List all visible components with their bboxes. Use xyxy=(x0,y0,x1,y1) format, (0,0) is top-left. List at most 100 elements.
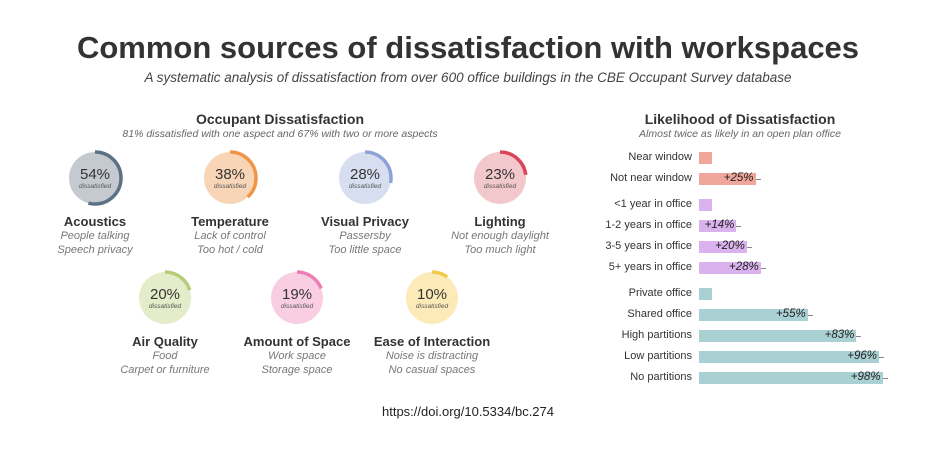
donut: 10% dissatisfied xyxy=(404,270,460,326)
bar-category-label: Low partitions xyxy=(624,350,692,362)
bar-category-label: Private office xyxy=(628,287,692,299)
error-bar xyxy=(746,247,752,248)
category-detail: Too much light xyxy=(464,244,536,256)
donut-value: 54% xyxy=(80,166,110,183)
donut-arc xyxy=(269,270,325,326)
bar-value-label: +25% xyxy=(723,172,754,184)
bar-category-label: 3-5 years in office xyxy=(605,240,692,252)
bar xyxy=(699,330,857,342)
donut: 28% dissatisfied xyxy=(337,150,393,206)
category-detail: Lack of control xyxy=(194,230,266,242)
donut-background xyxy=(69,152,121,204)
category-detail: Carpet or furniture xyxy=(120,364,210,376)
donut-value: 28% xyxy=(350,166,380,183)
bar-value-label: +14% xyxy=(704,219,735,231)
donut-item: 19% dissatisfied Amount of Space Work sp… xyxy=(227,268,367,377)
donut: 54% dissatisfied xyxy=(67,150,123,206)
donut-arc xyxy=(67,150,123,206)
bar-value-label: +28% xyxy=(728,261,759,273)
bar xyxy=(699,199,712,211)
donut-background xyxy=(474,152,526,204)
category-name: Visual Privacy xyxy=(321,214,409,229)
likelihood-subtitle: Almost twice as likely in an open plan o… xyxy=(639,128,841,140)
donut-suffix: dissatisfied xyxy=(281,303,314,310)
bar-category-label: Not near window xyxy=(610,172,692,184)
donut: 19% dissatisfied xyxy=(269,270,325,326)
category-detail: Speech privacy xyxy=(57,244,133,256)
donut-suffix: dissatisfied xyxy=(214,183,247,190)
error-bar xyxy=(755,179,761,180)
category-name: Acoustics xyxy=(63,214,127,229)
category-name: Temperature xyxy=(191,214,269,229)
category-detail: Too hot / cold xyxy=(197,244,263,256)
bar xyxy=(699,309,808,321)
donut-background xyxy=(204,152,256,204)
donut-background xyxy=(406,272,458,324)
donut-background xyxy=(271,272,323,324)
bar-category-label: High partitions xyxy=(621,329,692,341)
likelihood-title: Likelihood of Dissatisfaction xyxy=(644,111,836,127)
donut-arc xyxy=(404,270,460,326)
category-detail: Food xyxy=(152,350,178,362)
donut-arc xyxy=(202,150,258,206)
category-name: Lighting xyxy=(474,214,526,229)
bar-category-label: Shared office xyxy=(627,308,692,320)
category-name: Ease of Interaction xyxy=(373,334,491,349)
page-subtitle: A systematic analysis of dissatisfaction… xyxy=(144,70,792,85)
error-bar xyxy=(879,357,885,358)
donut-background xyxy=(339,152,391,204)
bar-value-label: +96% xyxy=(847,350,878,362)
page-title: Common sources of dissatisfaction with w… xyxy=(76,30,860,65)
category-detail: People talking xyxy=(60,230,130,242)
category-detail: Passersby xyxy=(339,230,391,242)
donut-suffix: dissatisfied xyxy=(349,183,382,190)
bar xyxy=(699,262,761,274)
donut-arc xyxy=(472,150,528,206)
category-detail: Noise is distracting xyxy=(385,350,479,362)
donut-value: 38% xyxy=(215,166,245,183)
donut-item: 28% dissatisfied Visual Privacy Passersb… xyxy=(295,148,435,257)
bar-value-label: +83% xyxy=(824,329,855,341)
donut-item: 54% dissatisfied Acoustics People talkin… xyxy=(25,148,165,257)
donut-suffix: dissatisfied xyxy=(149,303,182,310)
donut-background xyxy=(139,272,191,324)
donut-item: 20% dissatisfied Air Quality Food Carpet… xyxy=(95,268,235,377)
category-detail: Too little space xyxy=(328,244,402,256)
category-detail: No casual spaces xyxy=(388,364,476,376)
donut-suffix: dissatisfied xyxy=(484,183,517,190)
donut-suffix: dissatisfied xyxy=(416,303,449,310)
bar-category-label: <1 year in office xyxy=(614,198,692,210)
donut-item: 23% dissatisfied Lighting Not enough day… xyxy=(430,148,570,257)
bar-category-label: Near window xyxy=(628,151,692,163)
doi-link[interactable]: https://doi.org/10.5334/bc.274 xyxy=(381,404,554,419)
donut-item: 38% dissatisfied Temperature Lack of con… xyxy=(160,148,300,257)
donut-value: 19% xyxy=(282,286,312,303)
bar xyxy=(699,351,880,363)
category-detail: Not enough daylight xyxy=(451,230,549,242)
error-bar xyxy=(807,315,813,316)
donut-arc xyxy=(337,150,393,206)
donut-value: 20% xyxy=(150,286,180,303)
category-detail: Storage space xyxy=(261,364,333,376)
category-name: Air Quality xyxy=(132,334,198,349)
bar xyxy=(699,173,756,185)
donut-value: 10% xyxy=(417,286,447,303)
donut: 38% dissatisfied xyxy=(202,150,258,206)
bar xyxy=(699,372,883,384)
occupant-subtitle: 81% dissatisfied with one aspect and 67%… xyxy=(122,128,438,140)
bar-value-label: +55% xyxy=(775,308,806,320)
occupant-title: Occupant Dissatisfaction xyxy=(195,111,365,127)
category-detail: Work space xyxy=(267,350,327,362)
bar xyxy=(699,220,737,232)
error-bar xyxy=(856,336,862,337)
donut-arc xyxy=(137,270,193,326)
donut: 23% dissatisfied xyxy=(472,150,528,206)
error-bar xyxy=(736,226,742,227)
donut: 20% dissatisfied xyxy=(137,270,193,326)
error-bar xyxy=(882,378,888,379)
bar xyxy=(699,288,712,300)
bar xyxy=(699,152,712,164)
bar-category-label: 5+ years in office xyxy=(608,261,692,273)
error-bar xyxy=(760,268,766,269)
